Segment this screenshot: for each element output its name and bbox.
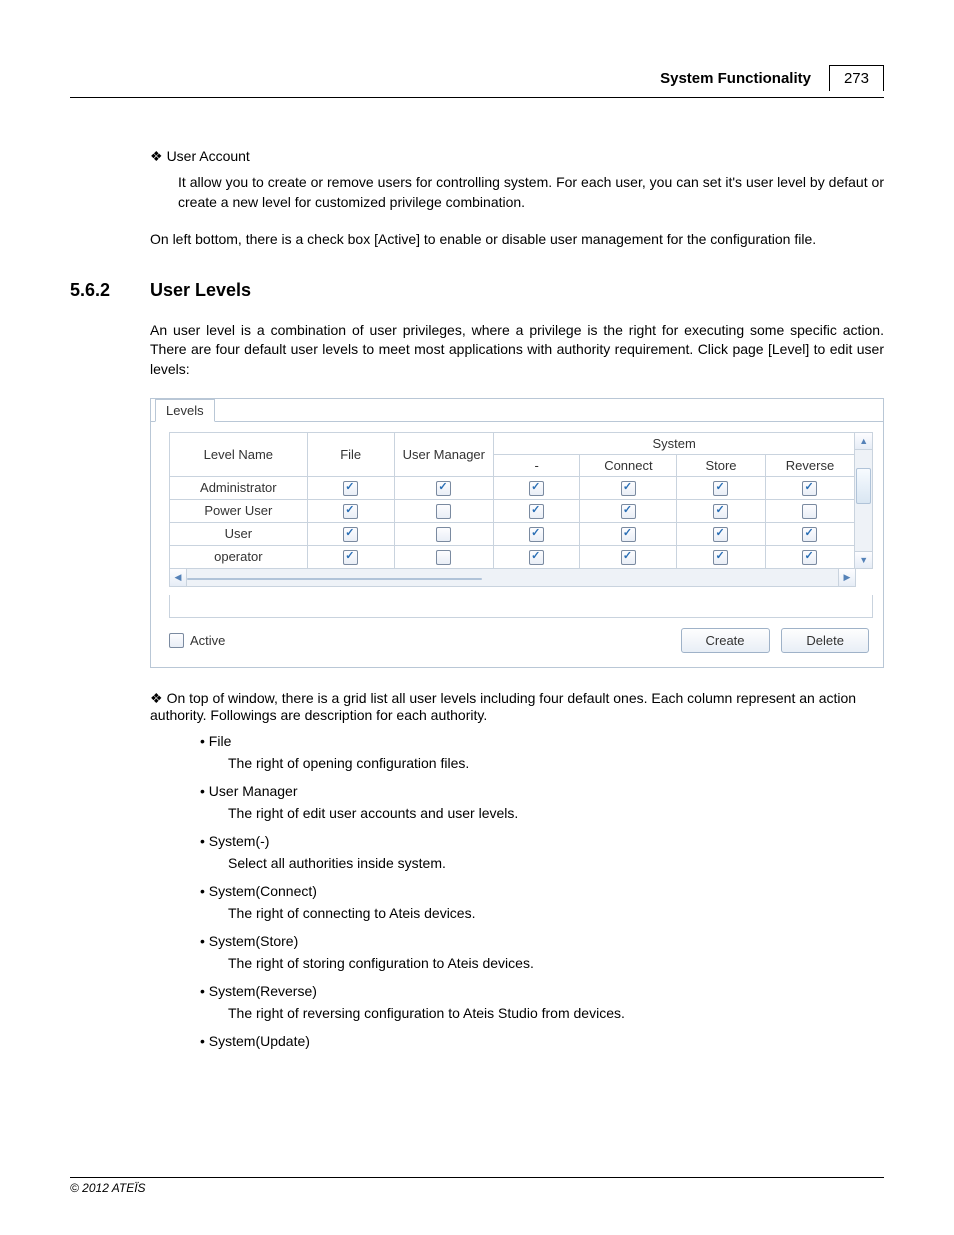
scroll-right-icon[interactable]: ▶ bbox=[838, 569, 855, 586]
grid-checkbox[interactable] bbox=[529, 481, 544, 496]
authority-desc: The right of storing configuration to At… bbox=[228, 955, 884, 971]
grid-checkbox[interactable] bbox=[529, 504, 544, 519]
grid-checkbox[interactable] bbox=[343, 550, 358, 565]
page-footer: © 2012 ATEÏS bbox=[70, 1177, 884, 1195]
authority-desc: The right of connecting to Ateis devices… bbox=[228, 905, 884, 921]
page-header: System Functionality 273 bbox=[70, 70, 884, 98]
level-name-cell: Administrator bbox=[170, 476, 308, 499]
grid-checkbox[interactable] bbox=[529, 527, 544, 542]
col-sys-connect: Connect bbox=[580, 454, 677, 476]
scroll-thumb[interactable] bbox=[856, 468, 871, 504]
bullet-text: It allow you to create or remove users f… bbox=[178, 173, 884, 212]
section-heading: 5.6.2 User Levels bbox=[70, 280, 884, 301]
grid-checkbox[interactable] bbox=[802, 481, 817, 496]
grid-checkbox[interactable] bbox=[802, 527, 817, 542]
status-bar bbox=[169, 595, 873, 618]
col-level-name: Level Name bbox=[170, 432, 308, 476]
diamond-bullet-icon: ❖ bbox=[150, 148, 163, 164]
level-name-cell: User bbox=[170, 522, 308, 545]
header-title: System Functionality bbox=[660, 70, 829, 87]
grid-checkbox[interactable] bbox=[802, 504, 817, 519]
grid-checkbox[interactable] bbox=[713, 550, 728, 565]
col-user-manager: User Manager bbox=[394, 432, 493, 476]
table-row[interactable]: Power User bbox=[170, 499, 855, 522]
grid-checkbox[interactable] bbox=[713, 481, 728, 496]
table-row[interactable]: User bbox=[170, 522, 855, 545]
active-checkbox-label[interactable]: Active bbox=[169, 633, 225, 648]
scroll-track[interactable] bbox=[855, 450, 872, 551]
levels-window: Levels Level Name File User Manager Syst… bbox=[150, 398, 884, 668]
grid-checkbox[interactable] bbox=[436, 504, 451, 519]
scroll-up-icon[interactable]: ▲ bbox=[855, 433, 872, 450]
intro-para2: On left bottom, there is a check box [Ac… bbox=[150, 230, 884, 250]
create-button[interactable]: Create bbox=[681, 628, 770, 653]
grid-checkbox[interactable] bbox=[713, 504, 728, 519]
authority-item: • User Manager bbox=[200, 783, 884, 799]
bullet-user-account: ❖User Account bbox=[150, 148, 884, 165]
active-checkbox[interactable] bbox=[169, 633, 184, 648]
authority-item: • System(Connect) bbox=[200, 883, 884, 899]
bullet-title: User Account bbox=[167, 148, 250, 164]
delete-button[interactable]: Delete bbox=[781, 628, 869, 653]
vertical-scrollbar[interactable]: ▲ ▼ bbox=[855, 432, 873, 569]
grid-checkbox[interactable] bbox=[436, 550, 451, 565]
grid-checkbox[interactable] bbox=[529, 550, 544, 565]
section-number: 5.6.2 bbox=[70, 280, 150, 301]
authority-desc: The right of reversing configuration to … bbox=[228, 1005, 884, 1021]
level-name-cell: Power User bbox=[170, 499, 308, 522]
authority-desc: The right of edit user accounts and user… bbox=[228, 805, 884, 821]
grid-checkbox[interactable] bbox=[802, 550, 817, 565]
active-label: Active bbox=[190, 633, 225, 648]
hscroll-thumb[interactable] bbox=[187, 578, 482, 580]
horizontal-scrollbar[interactable]: ◀ ▶ bbox=[169, 569, 856, 587]
after-grid-text: On top of window, there is a grid list a… bbox=[150, 690, 856, 723]
section-title: User Levels bbox=[150, 280, 251, 301]
col-file: File bbox=[307, 432, 394, 476]
table-row[interactable]: operator bbox=[170, 545, 855, 568]
level-name-cell: operator bbox=[170, 545, 308, 568]
levels-table: Level Name File User Manager System - Co… bbox=[169, 432, 855, 569]
col-sys-dash: - bbox=[493, 454, 580, 476]
grid-checkbox[interactable] bbox=[343, 481, 358, 496]
after-grid-bullet: ❖On top of window, there is a grid list … bbox=[150, 690, 884, 723]
authority-item: • System(Reverse) bbox=[200, 983, 884, 999]
grid-checkbox[interactable] bbox=[621, 550, 636, 565]
grid-checkbox[interactable] bbox=[621, 527, 636, 542]
col-group-system: System bbox=[493, 432, 855, 454]
authority-item: • File bbox=[200, 733, 884, 749]
grid-checkbox[interactable] bbox=[436, 481, 451, 496]
col-sys-reverse: Reverse bbox=[765, 454, 855, 476]
authority-item: • System(-) bbox=[200, 833, 884, 849]
authority-item: • System(Store) bbox=[200, 933, 884, 949]
authority-item: • System(Update) bbox=[200, 1033, 884, 1049]
scroll-left-icon[interactable]: ◀ bbox=[170, 569, 187, 586]
grid-checkbox[interactable] bbox=[436, 527, 451, 542]
authority-desc: The right of opening configuration files… bbox=[228, 755, 884, 771]
section-text: An user level is a combination of user p… bbox=[150, 321, 884, 380]
table-row[interactable]: Administrator bbox=[170, 476, 855, 499]
scroll-down-icon[interactable]: ▼ bbox=[855, 551, 872, 568]
grid-checkbox[interactable] bbox=[621, 504, 636, 519]
page-number: 273 bbox=[829, 65, 884, 91]
authority-list: • File The right of opening configuration… bbox=[200, 733, 884, 1049]
authority-desc: Select all authorities inside system. bbox=[228, 855, 884, 871]
diamond-bullet-icon: ❖ bbox=[150, 690, 163, 706]
tab-levels[interactable]: Levels bbox=[155, 399, 215, 422]
col-sys-store: Store bbox=[677, 454, 765, 476]
grid-checkbox[interactable] bbox=[621, 481, 636, 496]
grid-checkbox[interactable] bbox=[343, 527, 358, 542]
grid-checkbox[interactable] bbox=[713, 527, 728, 542]
grid-checkbox[interactable] bbox=[343, 504, 358, 519]
